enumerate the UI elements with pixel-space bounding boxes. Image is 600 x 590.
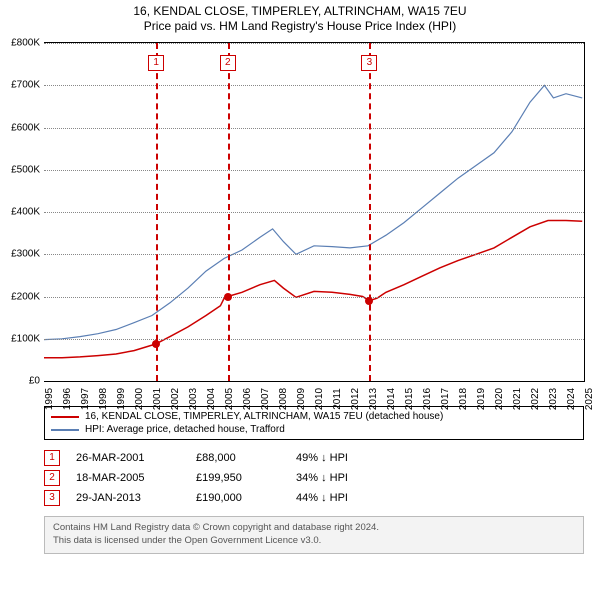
gridline (44, 170, 584, 171)
event-marker-box: 3 (361, 55, 377, 71)
sale-delta: 34% ↓ HPI (296, 472, 348, 484)
gridline (44, 212, 584, 213)
gridline (44, 43, 584, 44)
y-axis-label: £600K (11, 122, 40, 133)
footer-line-2: This data is licensed under the Open Gov… (53, 535, 575, 548)
legend: 16, KENDAL CLOSE, TIMPERLEY, ALTRINCHAM,… (44, 406, 584, 440)
sale-price: £88,000 (196, 452, 296, 464)
sale-number-box: 3 (44, 490, 60, 506)
series-line-property (44, 221, 582, 358)
legend-swatch (51, 429, 79, 431)
gridline (44, 128, 584, 129)
sale-price: £190,000 (196, 492, 296, 504)
gridline (44, 297, 584, 298)
attribution-footer: Contains HM Land Registry data © Crown c… (44, 516, 584, 554)
event-marker-box: 1 (148, 55, 164, 71)
gridline (44, 339, 584, 340)
sale-number-box: 1 (44, 450, 60, 466)
legend-row: HPI: Average price, detached house, Traf… (51, 423, 577, 436)
event-marker-box: 2 (220, 55, 236, 71)
footer-line-1: Contains HM Land Registry data © Crown c… (53, 522, 575, 535)
sale-row: 1 26-MAR-2001£88,00049% ↓ HPI (44, 448, 584, 468)
sale-date: 26-MAR-2001 (76, 452, 196, 464)
y-axis-label: £800K (11, 38, 40, 49)
y-axis-label: £700K (11, 80, 40, 91)
title-subtitle: Price paid vs. HM Land Registry's House … (4, 19, 596, 33)
sale-marker-dot (365, 297, 373, 305)
sale-number-box: 2 (44, 470, 60, 486)
x-axis-label: 2025 (584, 388, 595, 410)
event-line (156, 43, 158, 381)
event-line (369, 43, 371, 381)
y-axis-label: £300K (11, 249, 40, 260)
y-axis-label: £0 (29, 376, 40, 387)
sales-table: 1 26-MAR-2001£88,00049% ↓ HPI 2 18-MAR-2005… (44, 448, 584, 508)
gridline (44, 85, 584, 86)
legend-swatch (51, 416, 79, 418)
y-axis-label: £200K (11, 291, 40, 302)
legend-label: 16, KENDAL CLOSE, TIMPERLEY, ALTRINCHAM,… (85, 411, 443, 422)
sale-row: 3 29-JAN-2013£190,00044% ↓ HPI (44, 488, 584, 508)
y-axis-label: £400K (11, 207, 40, 218)
sale-row: 2 18-MAR-2005£199,95034% ↓ HPI (44, 468, 584, 488)
sale-price: £199,950 (196, 472, 296, 484)
price-chart: £0£100K£200K£300K£400K£500K£600K£700K£80… (44, 42, 585, 382)
sale-marker-dot (152, 340, 160, 348)
sale-delta: 49% ↓ HPI (296, 452, 348, 464)
legend-row: 16, KENDAL CLOSE, TIMPERLEY, ALTRINCHAM,… (51, 410, 577, 423)
title-address: 16, KENDAL CLOSE, TIMPERLEY, ALTRINCHAM,… (4, 4, 596, 18)
legend-label: HPI: Average price, detached house, Traf… (85, 424, 285, 435)
sale-date: 29-JAN-2013 (76, 492, 196, 504)
gridline (44, 254, 584, 255)
y-axis-label: £100K (11, 333, 40, 344)
sale-date: 18-MAR-2005 (76, 472, 196, 484)
event-line (228, 43, 230, 381)
sale-marker-dot (224, 293, 232, 301)
sale-delta: 44% ↓ HPI (296, 492, 348, 504)
y-axis-label: £500K (11, 164, 40, 175)
